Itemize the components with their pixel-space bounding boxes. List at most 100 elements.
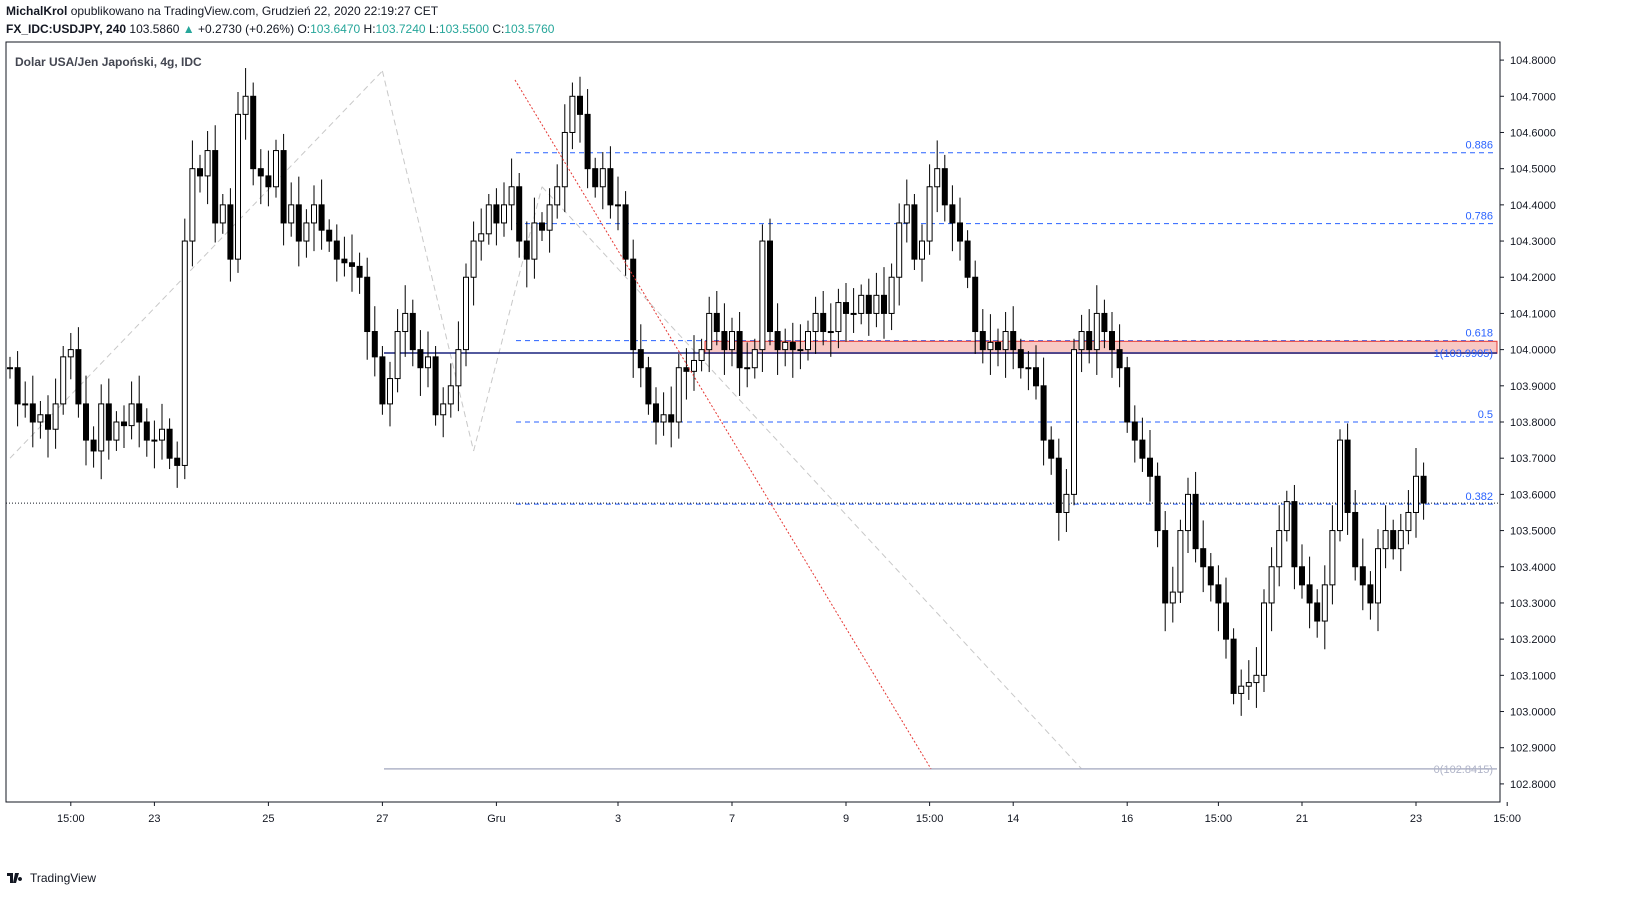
candle-down — [1116, 349, 1123, 369]
candle-down — [326, 229, 333, 242]
candle-down — [1086, 331, 1093, 351]
tradingview-logo-icon — [7, 873, 23, 883]
candle-up — [1063, 493, 1070, 513]
candle-down — [265, 175, 272, 188]
candle-up — [691, 359, 697, 372]
candle-up — [1413, 475, 1419, 513]
chart-title: Dolar USA/Jen Japoński, 4g, IDC — [15, 55, 202, 69]
candle-down — [1048, 439, 1055, 459]
candle-up — [858, 294, 865, 314]
y-tick-label: 104.4000 — [1510, 200, 1556, 212]
candle-down — [1017, 349, 1024, 369]
candle-up — [1002, 331, 1009, 351]
candle-down — [668, 414, 675, 423]
candle-up — [501, 204, 507, 224]
candle-down — [45, 414, 51, 430]
resistance-zone[interactable]: 1(103.9905) — [6, 340, 1500, 504]
candle-up — [873, 294, 880, 314]
candle-down — [197, 168, 203, 177]
candle-up — [235, 113, 241, 260]
tradingview-footer[interactable]: TradingView — [6, 871, 96, 885]
candle-up — [835, 302, 842, 333]
candle-down — [250, 95, 257, 170]
candle-down — [280, 150, 287, 224]
candle-down — [349, 262, 355, 267]
y-tick-label: 103.0000 — [1510, 707, 1556, 719]
author-name[interactable]: MichalKrol — [6, 4, 68, 18]
fib-level-label: 0.5 — [1478, 409, 1493, 421]
x-tick-label: 3 — [615, 813, 621, 825]
candle-up — [850, 312, 857, 315]
candle-down — [881, 294, 887, 314]
price-axis[interactable]: 104.8000 104.7000 104.6000 104.5000 104.4000… — [1500, 55, 1556, 791]
candle-down — [227, 204, 234, 260]
time-axis[interactable]: 15:00 23 25 27 Gru 3 7 9 15:00 14 16 15:00 21 23 15:00 — [57, 802, 1521, 825]
candle-down — [1010, 331, 1017, 351]
candle-up — [1169, 591, 1176, 604]
y-tick-label: 103.4000 — [1510, 562, 1556, 574]
candle-down — [1147, 457, 1153, 477]
x-tick-label: 27 — [376, 813, 388, 825]
candle-down — [736, 331, 743, 369]
candle-up — [744, 367, 751, 370]
zigzag-segment — [473, 186, 543, 452]
candle-down — [409, 312, 416, 351]
candle-down — [941, 168, 948, 206]
candle-up — [615, 204, 621, 207]
candle-down — [911, 204, 918, 260]
y-tick-label: 104.8000 — [1510, 55, 1556, 67]
change-arrow-icon: ▲ — [182, 22, 195, 36]
candle-up — [1329, 530, 1336, 586]
candle-down — [1291, 501, 1298, 568]
candle-up — [706, 312, 713, 351]
candle-up — [455, 349, 462, 387]
candle-down — [364, 276, 371, 333]
y-tick-label: 104.2000 — [1510, 272, 1556, 284]
candle-down — [1359, 566, 1366, 586]
x-tick-label: 15:00 — [916, 813, 944, 825]
candle-up — [402, 312, 409, 333]
candle-down — [516, 186, 523, 242]
candle-down — [1101, 312, 1108, 333]
candle-up — [1253, 674, 1260, 684]
candle-up — [1238, 685, 1245, 694]
candle-down — [1344, 439, 1351, 513]
y-tick-label: 103.6000 — [1510, 489, 1556, 501]
candle-up — [98, 403, 105, 452]
candle-up — [394, 331, 401, 380]
x-tick-label: 23 — [148, 813, 160, 825]
candle-up — [7, 367, 13, 370]
candle-down — [121, 421, 127, 427]
candle-down — [333, 240, 340, 260]
candle-down — [539, 222, 545, 231]
low-value: 103.5500 — [438, 22, 490, 36]
x-tick-label: 9 — [843, 813, 849, 825]
candle-up — [288, 204, 295, 224]
candle-up — [242, 95, 249, 115]
candle-down — [653, 403, 659, 423]
last-price: 103.5860 — [129, 22, 180, 36]
candle-down — [493, 204, 500, 224]
candle-down — [143, 421, 150, 441]
y-tick-label: 104.1000 — [1510, 308, 1556, 320]
candle-up — [485, 204, 492, 235]
candle-down — [979, 331, 986, 351]
candle-down — [972, 276, 979, 333]
candle-down — [774, 331, 781, 351]
y-tick-label: 104.6000 — [1510, 127, 1556, 139]
y-tick-label: 104.0000 — [1510, 345, 1556, 357]
candle-up — [903, 204, 910, 224]
x-tick-label: Gru — [487, 813, 505, 825]
candle-down — [645, 367, 652, 405]
candle-down — [371, 331, 378, 358]
candle-up — [554, 186, 561, 206]
candle-up — [52, 403, 59, 430]
candle-down — [432, 356, 439, 416]
candle-down — [577, 95, 583, 115]
candle-up — [926, 186, 933, 242]
y-tick-label: 103.8000 — [1510, 417, 1556, 429]
candle-up — [219, 204, 226, 224]
candle-up — [1276, 530, 1283, 568]
footer-brand: TradingView — [30, 871, 97, 885]
